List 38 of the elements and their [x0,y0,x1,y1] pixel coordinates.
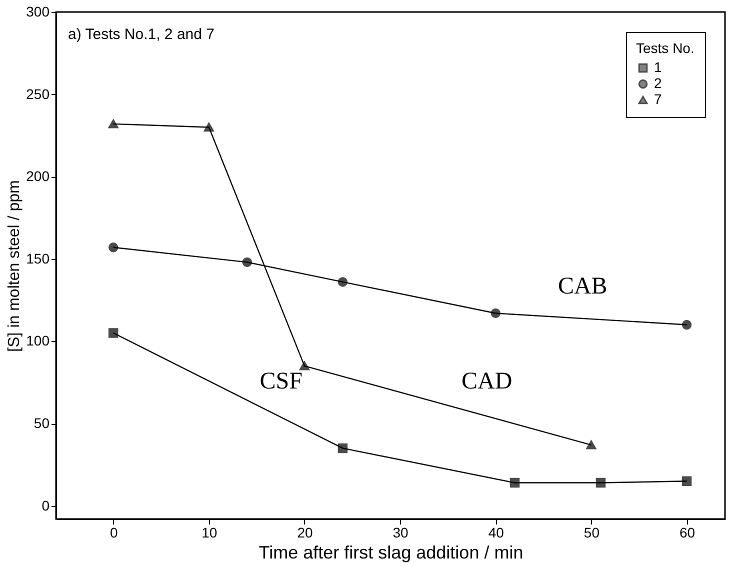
x-tick-label: 0 [110,524,118,540]
point [338,443,348,454]
text: a) Tests No.1, 2 and 7 [68,26,214,43]
point [108,328,118,338]
x-tick-label: 40 [488,524,504,540]
x-tick-label: 30 [392,524,409,540]
x-tick-label: 20 [297,524,313,540]
x-tick-label: 10 [202,524,218,540]
point [682,476,692,486]
point [108,242,118,252]
annotation: CAD [461,368,512,394]
point [682,320,692,330]
point [338,277,348,287]
x-tick-label: 50 [584,524,600,540]
point [510,478,520,488]
y-axis-title: [S] in molten steel / ppm [6,180,24,352]
point [242,257,252,268]
y-tick-label: 100 [26,332,50,349]
annotation: CSF [260,368,302,394]
point [108,120,118,128]
y-tick-label: 250 [26,86,50,102]
point [586,440,596,450]
point [490,308,500,318]
y-tick-label: 0 [42,497,50,514]
y-tick-label: 150 [26,250,50,266]
x-axis-title: Time after first slag addition / min [258,542,524,562]
y-tick-label: 300 [26,4,50,20]
legend-label: 1 [654,59,662,75]
point [204,122,214,132]
legend-title: Tests No. [636,40,694,56]
point [300,362,310,370]
y-tick-label: 200 [26,168,50,184]
point [596,478,606,488]
x-tick-label: 60 [679,524,696,540]
legend-label: 2 [654,75,662,91]
legend-label: 7 [654,91,662,107]
y-tick-label: 50 [34,415,50,432]
annotation: CAB [558,273,608,300]
